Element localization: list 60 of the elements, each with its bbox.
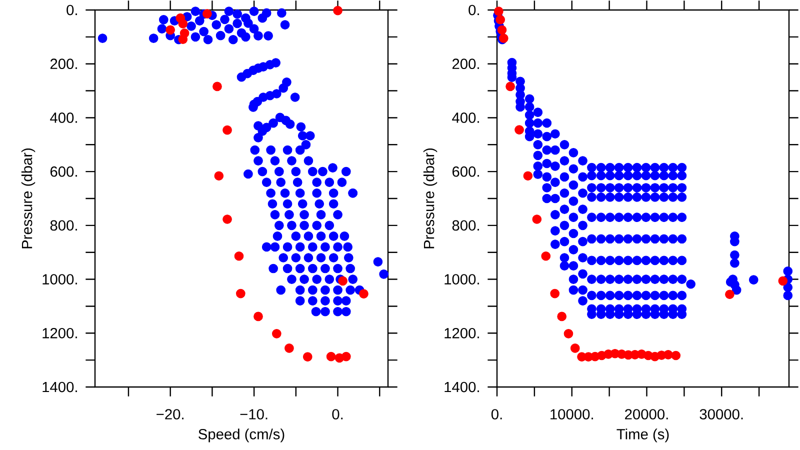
y-tick-label: 200.: [50, 58, 77, 70]
point: [564, 329, 574, 338]
x-tick-label: −20.: [156, 409, 184, 420]
point: [778, 276, 788, 286]
y-tick-label: 200.: [452, 58, 479, 70]
point: [494, 6, 504, 16]
y-tick-label: 1000.: [444, 274, 479, 284]
y-tick-label: 1000.: [42, 274, 77, 284]
point: [178, 19, 188, 28]
y-tick-label: 0.: [468, 4, 479, 16]
y-tick-label: 400.: [452, 112, 479, 123]
point: [272, 329, 282, 338]
point: [541, 251, 551, 261]
point: [302, 352, 312, 362]
point: [725, 290, 734, 300]
point: [333, 6, 342, 16]
point: [334, 353, 344, 363]
point: [254, 312, 263, 322]
point: [178, 34, 188, 44]
point: [550, 288, 560, 298]
x-tick-label: 30000.: [700, 409, 743, 420]
point: [222, 125, 232, 135]
x-tick-label: 0.: [491, 409, 502, 420]
point: [359, 289, 368, 299]
y-tick-label: 800.: [452, 220, 479, 231]
x-tick-label: 20000.: [625, 409, 668, 420]
y-tick-label: 600.: [452, 166, 479, 177]
point: [222, 214, 232, 224]
point: [236, 288, 246, 298]
y-tick-label: 1200.: [444, 328, 479, 338]
point: [234, 251, 244, 261]
point: [523, 171, 533, 181]
point: [532, 214, 542, 224]
point: [338, 276, 348, 286]
point: [326, 352, 336, 362]
y-tick-label: 1200.: [42, 328, 77, 338]
x-axis-title: Speed (cm/s): [198, 428, 284, 442]
x-tick-label: 10000.: [550, 409, 593, 420]
x-tick-label: −10.: [240, 409, 268, 420]
point: [664, 350, 673, 360]
point: [202, 9, 212, 18]
y-tick-label: 0.: [66, 4, 77, 16]
y-tick-label: 1400.: [444, 382, 479, 392]
point: [671, 350, 681, 360]
point: [557, 312, 566, 322]
point: [212, 82, 222, 92]
point: [214, 171, 224, 181]
point: [506, 82, 515, 92]
x-axis-title: Time (s): [616, 428, 669, 442]
point: [514, 125, 524, 135]
y-axis-title: Pressure (dbar): [423, 148, 438, 248]
point: [166, 25, 176, 35]
y-tick-label: 600.: [50, 166, 77, 177]
y-tick-label: 400.: [50, 112, 77, 123]
y-tick-label: 800.: [50, 220, 77, 231]
point: [284, 344, 294, 353]
y-tick-label: 1400.: [42, 382, 77, 392]
point: [570, 344, 580, 353]
x-tick-label: 0.: [332, 409, 343, 420]
y-axis-title: Pressure (dbar): [21, 148, 36, 248]
